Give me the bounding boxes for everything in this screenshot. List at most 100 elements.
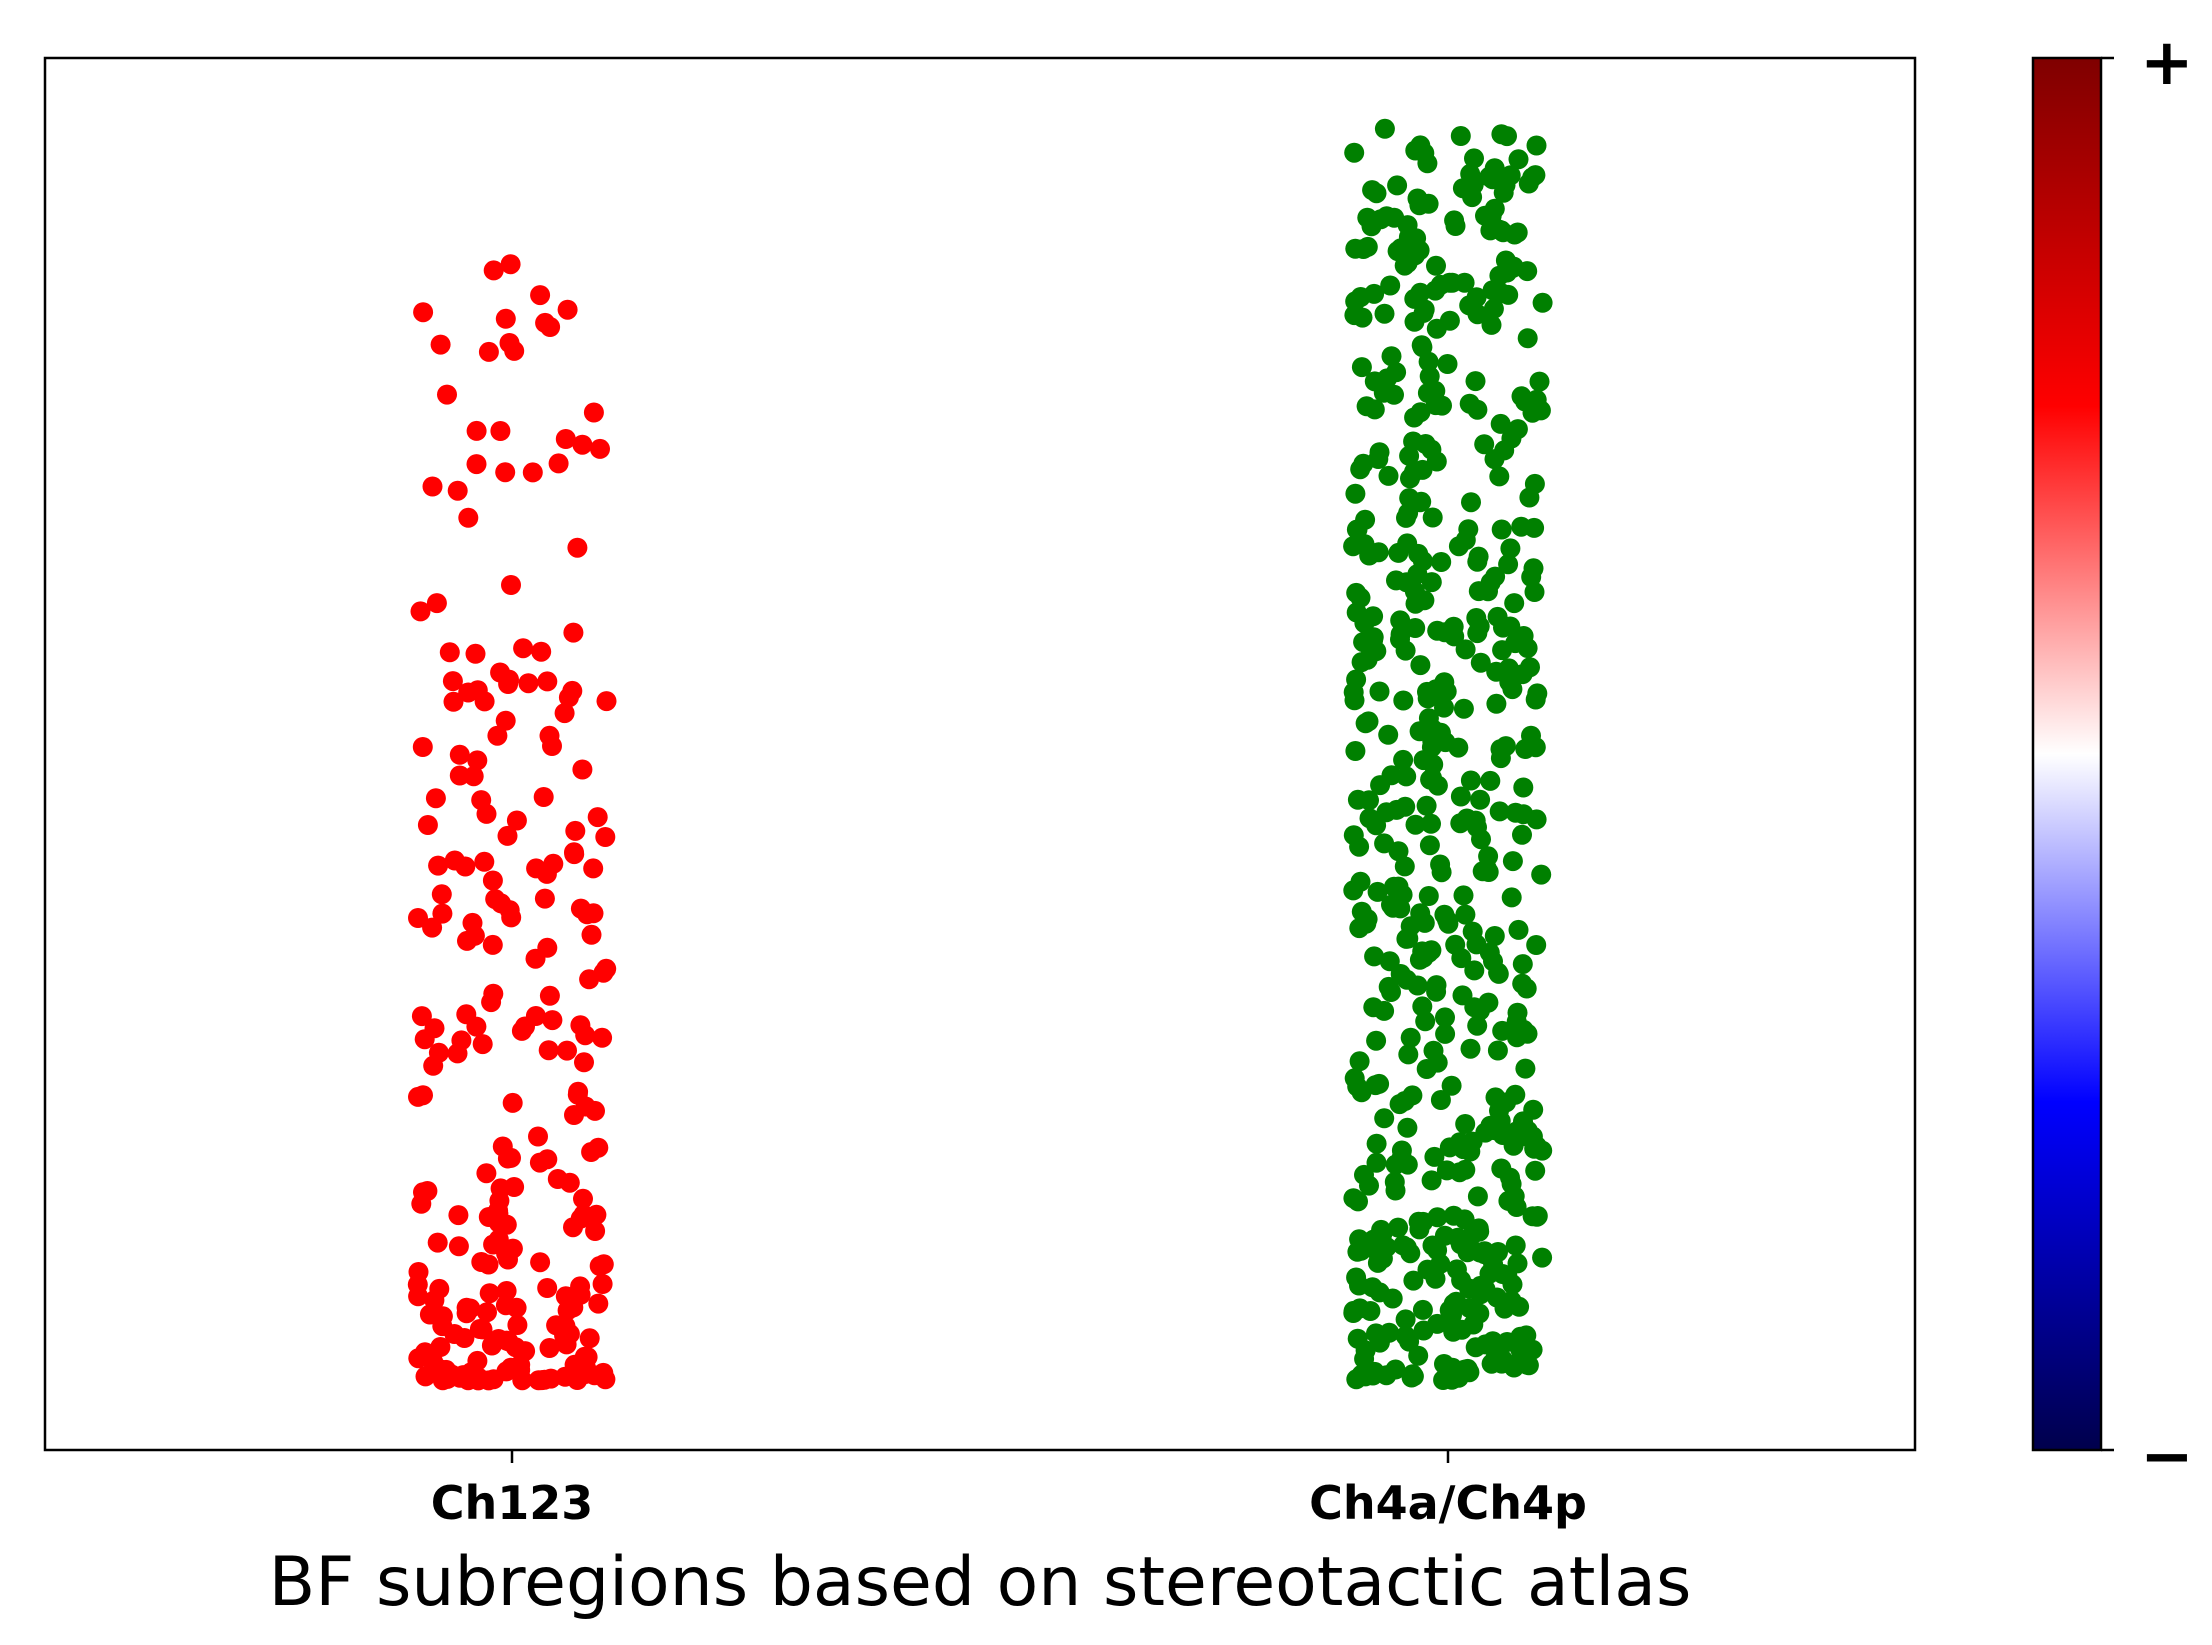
- data-point: [1466, 608, 1487, 628]
- data-point: [1393, 749, 1414, 770]
- data-point: [1455, 904, 1476, 925]
- data-point: [1523, 558, 1544, 579]
- data-point: [1486, 1337, 1507, 1358]
- data-point: [1475, 1122, 1496, 1143]
- colorbar-bottom-label: −: [2140, 1420, 2194, 1494]
- data-point: [1486, 693, 1507, 714]
- data-point: [474, 851, 495, 872]
- data-point: [1379, 951, 1400, 972]
- data-point: [1388, 542, 1409, 563]
- data-point: [407, 1274, 428, 1295]
- data-point: [1509, 1296, 1530, 1317]
- data-point: [456, 1004, 477, 1025]
- data-point: [1398, 1044, 1419, 1065]
- data-point: [583, 402, 604, 423]
- data-point: [1410, 655, 1431, 676]
- data-point: [1384, 1172, 1405, 1192]
- data-point: [448, 1236, 469, 1257]
- data-point: [1408, 543, 1429, 564]
- x-tick-label-ch4: Ch4a/Ch4p: [1309, 1476, 1587, 1530]
- data-point: [487, 725, 508, 746]
- data-point: [1449, 1132, 1470, 1153]
- data-point: [1519, 487, 1540, 508]
- data-point: [1501, 887, 1522, 908]
- data-point: [1507, 1002, 1528, 1023]
- data-point: [492, 1136, 513, 1157]
- data-point: [1529, 371, 1550, 392]
- data-point: [1430, 274, 1451, 295]
- data-point: [502, 1092, 523, 1113]
- data-point: [1422, 507, 1443, 528]
- data-point: [417, 815, 438, 835]
- data-point: [1512, 824, 1532, 845]
- data-point: [1488, 962, 1509, 983]
- data-point: [1369, 1282, 1390, 1303]
- data-point: [439, 642, 460, 663]
- data-point: [1458, 519, 1479, 540]
- data-point: [1502, 258, 1523, 278]
- data-point: [1350, 587, 1371, 608]
- data-point: [1508, 1352, 1529, 1373]
- data-point: [1415, 1011, 1436, 1032]
- data-point: [539, 985, 560, 1006]
- data-point: [458, 507, 479, 528]
- data-point: [415, 1366, 436, 1387]
- data-point: [1467, 551, 1488, 572]
- data-point: [557, 299, 578, 320]
- data-point: [526, 858, 547, 879]
- data-point: [1450, 126, 1471, 146]
- data-point: [408, 1348, 429, 1369]
- data-point: [1531, 864, 1552, 885]
- data-point: [1463, 1314, 1484, 1335]
- data-point: [1500, 1167, 1520, 1188]
- data-point: [1421, 1170, 1442, 1191]
- data-point: [1419, 835, 1440, 856]
- data-point: [1381, 982, 1401, 1002]
- colorbar-gradient: [2031, 56, 2103, 1452]
- data-point: [1507, 1253, 1528, 1274]
- data-point: [1380, 275, 1401, 296]
- data-point: [1367, 881, 1388, 902]
- data-point: [476, 803, 497, 824]
- data-point: [1489, 466, 1510, 487]
- data-point: [1387, 175, 1408, 196]
- data-point: [1460, 163, 1481, 184]
- data-point: [537, 1278, 558, 1298]
- data-point: [1474, 434, 1495, 455]
- data-point: [1498, 1190, 1519, 1211]
- data-point: [590, 438, 610, 459]
- data-point: [1439, 1300, 1460, 1321]
- data-point: [1460, 1038, 1481, 1059]
- data-point: [537, 671, 558, 692]
- data-point: [1468, 1218, 1489, 1239]
- data-point: [1356, 913, 1377, 934]
- data-point: [1397, 1117, 1418, 1138]
- data-point: [408, 1086, 428, 1107]
- data-point: [1403, 1270, 1424, 1291]
- data-point: [1345, 741, 1366, 761]
- data-point: [1443, 1321, 1464, 1342]
- data-point: [1478, 581, 1498, 602]
- data-point: [428, 855, 449, 876]
- data-point: [1399, 1331, 1420, 1352]
- data-point: [495, 308, 516, 329]
- data-point: [1504, 593, 1525, 614]
- data-point: [585, 1100, 605, 1121]
- data-point: [1357, 207, 1378, 228]
- data-point: [1459, 1278, 1480, 1299]
- data-point: [1522, 1126, 1543, 1147]
- data-point: [1412, 996, 1433, 1017]
- data-point: [482, 934, 503, 955]
- data-point: [1470, 1000, 1490, 1021]
- data-point: [467, 750, 488, 771]
- data-point: [554, 1325, 575, 1346]
- data-point: [1457, 1242, 1478, 1263]
- data-point: [1390, 898, 1411, 919]
- data-point: [1369, 442, 1390, 463]
- data-point: [1506, 1121, 1527, 1142]
- data-point: [472, 1319, 493, 1340]
- data-point: [1489, 801, 1510, 822]
- scatter-points: [407, 118, 1553, 1391]
- data-point: [1523, 1099, 1544, 1120]
- data-point: [442, 671, 463, 692]
